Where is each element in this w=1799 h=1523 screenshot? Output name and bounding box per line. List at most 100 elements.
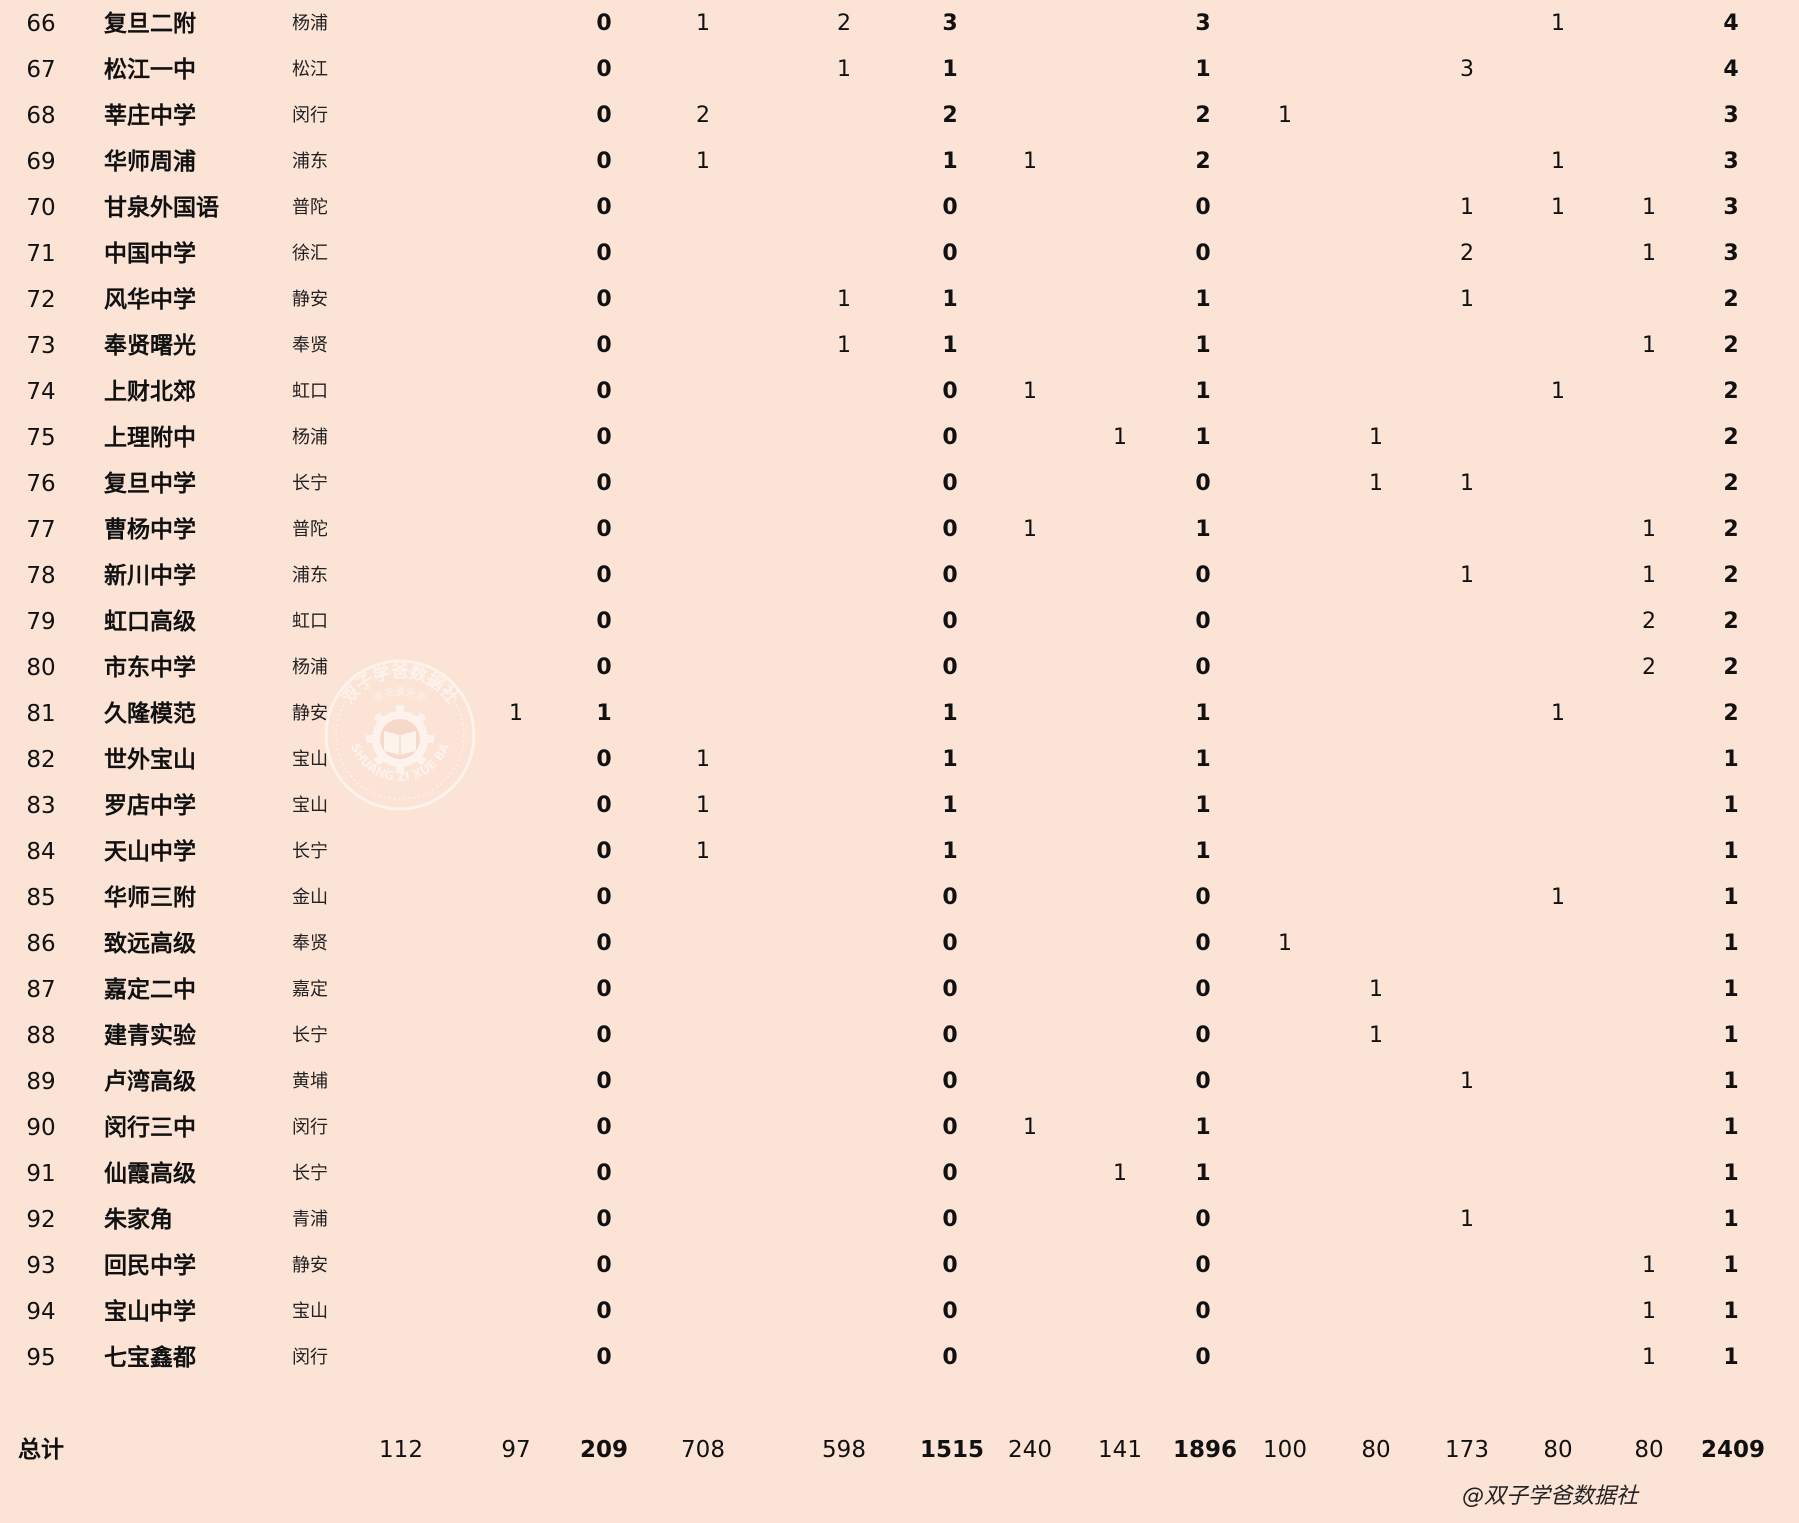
value-cell-col-5: 1 (942, 287, 958, 312)
value-cell-col-9 (1255, 231, 1315, 277)
rank-cell: 86 (26, 931, 56, 957)
value-cell-col-3 (673, 461, 733, 507)
value-cell-col-11: 1 (1460, 563, 1474, 588)
value-cell-col-14: 2 (1723, 655, 1739, 680)
value-cell-col-13: 1 (1642, 333, 1656, 358)
value-cell-col-1 (486, 1243, 546, 1289)
value-cell-col-12: 1 (1551, 701, 1565, 726)
table-row: 68 莘庄中学 闵行 0 2 2 2 1 3 (0, 93, 1799, 139)
value-cell-col-13: 1 (1642, 517, 1656, 542)
table-row: 78 新川中学 浦东 0 0 0 1 1 2 (0, 553, 1799, 599)
value-cell-col-12 (1528, 737, 1588, 783)
total-value-col-12: 80 (1543, 1437, 1573, 1463)
value-cell-col-1 (486, 783, 546, 829)
total-label: 总计 (18, 1437, 64, 1463)
value-cell-col-13: 1 (1642, 563, 1656, 588)
value-cell-col-0 (371, 185, 431, 231)
value-cell-col-7 (1090, 921, 1150, 967)
value-cell-col-6 (1000, 829, 1060, 875)
table-row: 91 仙霞高级 长宁 0 0 1 1 1 (0, 1151, 1799, 1197)
value-cell-col-14: 2 (1723, 701, 1739, 726)
school-name-cell: 闵行三中 (104, 1115, 196, 1141)
value-cell-col-8: 0 (1195, 1023, 1211, 1048)
value-cell-col-7 (1090, 47, 1150, 93)
value-cell-col-7 (1090, 507, 1150, 553)
school-name-cell: 莘庄中学 (104, 103, 196, 129)
value-cell-col-9 (1255, 461, 1315, 507)
value-cell-col-3 (673, 185, 733, 231)
value-cell-col-13 (1619, 1151, 1679, 1197)
value-cell-col-11: 1 (1460, 1207, 1474, 1232)
table-row: 71 中国中学 徐汇 0 0 0 2 1 3 (0, 231, 1799, 277)
value-cell-col-13 (1619, 737, 1679, 783)
table-row: 79 虹口高级 虹口 0 0 0 2 2 (0, 599, 1799, 645)
district-cell: 长宁 (292, 473, 328, 494)
value-cell-col-7 (1090, 737, 1150, 783)
value-cell-col-2: 0 (596, 977, 612, 1002)
value-cell-col-6 (1000, 415, 1060, 461)
value-cell-col-2: 0 (596, 11, 612, 36)
value-cell-col-8: 0 (1195, 471, 1211, 496)
rank-cell: 67 (26, 57, 56, 83)
district-cell: 长宁 (292, 841, 328, 862)
value-cell-col-11 (1437, 967, 1497, 1013)
value-cell-col-9 (1255, 1151, 1315, 1197)
value-cell-col-0 (371, 1289, 431, 1335)
value-cell-col-2: 0 (596, 609, 612, 634)
school-name-cell: 仙霞高级 (104, 1161, 196, 1187)
district-cell: 闵行 (292, 1347, 328, 1368)
district-cell: 普陀 (292, 197, 328, 218)
value-cell-col-4 (814, 1105, 874, 1151)
total-value-col-11: 173 (1445, 1437, 1489, 1463)
value-cell-col-10 (1346, 1151, 1406, 1197)
rank-cell: 80 (26, 655, 56, 681)
value-cell-col-6 (1000, 691, 1060, 737)
rank-cell: 73 (26, 333, 56, 359)
value-cell-col-13: 1 (1642, 1299, 1656, 1324)
value-cell-col-13: 1 (1642, 195, 1656, 220)
value-cell-col-13 (1619, 461, 1679, 507)
value-cell-col-0 (371, 829, 431, 875)
value-cell-col-4 (814, 1059, 874, 1105)
value-cell-col-7 (1090, 1289, 1150, 1335)
school-name-cell: 上理附中 (104, 425, 196, 451)
table-row: 73 奉贤曙光 奉贤 0 1 1 1 1 2 (0, 323, 1799, 369)
value-cell-col-9 (1255, 1013, 1315, 1059)
value-cell-col-1 (486, 645, 546, 691)
value-cell-col-6 (1000, 1289, 1060, 1335)
value-cell-col-9 (1255, 277, 1315, 323)
school-name-cell: 致远高级 (104, 931, 196, 957)
watermark-outer-text: 双子学爸数据社 (338, 661, 462, 708)
value-cell-col-3 (673, 47, 733, 93)
value-cell-col-7 (1090, 645, 1150, 691)
value-cell-col-5: 0 (942, 517, 958, 542)
district-cell: 长宁 (292, 1025, 328, 1046)
value-cell-col-3 (673, 1013, 733, 1059)
value-cell-col-0 (371, 1059, 431, 1105)
table-row: 75 上理附中 杨浦 0 0 1 1 1 2 (0, 415, 1799, 461)
value-cell-col-6 (1000, 461, 1060, 507)
value-cell-col-4 (814, 1335, 874, 1381)
value-cell-col-12 (1528, 967, 1588, 1013)
value-cell-col-1 (486, 921, 546, 967)
value-cell-col-6 (1000, 599, 1060, 645)
value-cell-col-0 (371, 967, 431, 1013)
watermark-inner-text: 学天录天学 (372, 686, 429, 705)
rank-cell: 77 (26, 517, 56, 543)
value-cell-col-14: 2 (1723, 425, 1739, 450)
value-cell-col-5: 0 (942, 1069, 958, 1094)
district-cell: 宝山 (292, 795, 328, 816)
value-cell-col-7 (1090, 93, 1150, 139)
value-cell-col-14: 2 (1723, 471, 1739, 496)
value-cell-col-4 (814, 645, 874, 691)
value-cell-col-9 (1255, 369, 1315, 415)
total-value-col-5: 1515 (920, 1437, 985, 1463)
school-name-cell: 罗店中学 (104, 793, 196, 819)
school-name-cell: 华师三附 (104, 885, 196, 911)
value-cell-col-1 (486, 185, 546, 231)
total-value-col-1: 97 (501, 1437, 531, 1463)
rank-cell: 75 (26, 425, 56, 451)
value-cell-col-11 (1437, 1151, 1497, 1197)
rank-cell: 88 (26, 1023, 56, 1049)
value-cell-col-13: 1 (1642, 1345, 1656, 1370)
